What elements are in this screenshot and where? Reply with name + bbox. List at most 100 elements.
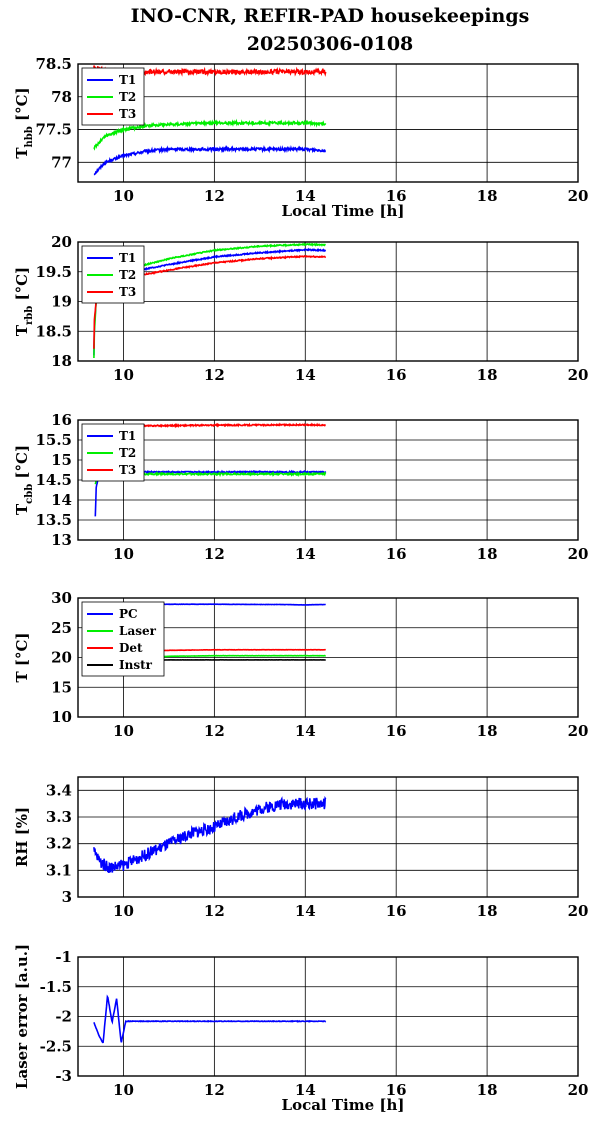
series-line-data (93, 994, 327, 1044)
y-tick-label: 14 (51, 491, 72, 509)
y-tick-label: 20 (51, 649, 72, 667)
x-tick-label: 10 (113, 545, 134, 563)
legend-label: T2 (119, 268, 136, 282)
y-tick-label: -2.5 (40, 1037, 72, 1055)
y-tick-label: 15 (51, 451, 72, 469)
legend-label: T3 (119, 285, 136, 299)
panel-3: 10 12 14 16 18 20 13 13.5 14 14.5 15 15.5 16 Tcbb [°C… (13, 411, 588, 563)
y-tick-label: 25 (51, 619, 72, 637)
y-tick-label: 78.5 (35, 55, 72, 73)
y-tick-label: 77.5 (35, 121, 72, 139)
y-tick-label: 3 (62, 888, 72, 906)
x-tick-label: 20 (568, 902, 589, 920)
x-tick-label: 18 (477, 366, 498, 384)
y-tick-label: 19.5 (35, 263, 72, 281)
x-tick-label: 12 (204, 366, 225, 384)
x-tick-label: 20 (568, 187, 589, 205)
y-tick-label: 3.1 (46, 861, 72, 879)
x-tick-label: 14 (295, 366, 316, 384)
x-tick-label: 16 (386, 187, 407, 205)
figure-title-line1: INO-CNR, REFIR-PAD housekeepings (131, 5, 530, 27)
y-tick-label: -1 (55, 948, 72, 966)
y-axis-label: Tcbb [°C] (13, 445, 35, 515)
legend-label: T1 (119, 429, 136, 443)
x-tick-label: 20 (568, 722, 589, 740)
panel-4: 10 12 14 16 18 20 10 15 20 25 30 T [°C] PC Laser Det In… (13, 589, 588, 740)
x-tick-label: 18 (477, 902, 498, 920)
y-tick-label: 19 (51, 293, 72, 311)
legend-label: T3 (119, 463, 136, 477)
y-tick-label: 20 (51, 233, 72, 251)
x-axis-label: Local Time [h] (282, 1096, 405, 1114)
y-tick-label: 3.3 (46, 808, 72, 826)
y-axis-label: Laser error [a.u.] (13, 944, 31, 1089)
y-tick-label: 18 (51, 352, 72, 370)
x-tick-label: 18 (477, 722, 498, 740)
y-tick-label: 10 (51, 708, 72, 726)
x-tick-label: 18 (477, 545, 498, 563)
y-tick-label: 30 (51, 589, 72, 607)
plot-frame (77, 419, 579, 541)
panel-2: 10 12 14 16 18 20 18 18.5 19 19.5 20 Trbb [°C] T1 T2 T… (13, 233, 588, 384)
plot-frame (77, 776, 579, 898)
y-tick-label: 18.5 (35, 322, 72, 340)
legend-label: T2 (119, 446, 136, 460)
legend-label: T3 (119, 107, 136, 121)
legend-label: T2 (119, 90, 136, 104)
y-tick-label: 15 (51, 678, 72, 696)
y-axis-label: RH [%] (13, 807, 31, 867)
y-tick-label: 14.5 (35, 471, 72, 489)
y-tick-label: 78 (51, 88, 72, 106)
x-tick-label: 14 (295, 545, 316, 563)
legend-label: T1 (119, 251, 136, 265)
x-tick-label: 14 (295, 1081, 316, 1099)
x-tick-label: 16 (386, 902, 407, 920)
legend-label: Instr (119, 658, 153, 672)
series-line-t1 (93, 144, 326, 176)
y-tick-label: 3.2 (46, 835, 72, 853)
panel-1: 10 12 14 16 18 20 77 77.5 78 78.5 Local Time [h] Th… (13, 55, 588, 220)
x-tick-label: 16 (386, 366, 407, 384)
x-tick-label: 20 (568, 1081, 589, 1099)
y-tick-label: -1.5 (40, 978, 72, 996)
x-tick-label: 10 (113, 722, 134, 740)
x-tick-label: 10 (113, 902, 134, 920)
x-tick-label: 12 (204, 545, 225, 563)
panel-5: 10 12 14 16 18 20 3 3.1 3.2 3.3 3.4 RH [%] (13, 776, 589, 920)
x-tick-label: 16 (386, 1081, 407, 1099)
x-tick-label: 14 (295, 722, 316, 740)
y-tick-label: 77 (51, 153, 72, 171)
plot-frame (77, 63, 579, 183)
plot-frame (77, 241, 579, 362)
x-tick-label: 16 (386, 722, 407, 740)
y-tick-label: 16 (51, 411, 72, 429)
x-tick-label: 12 (204, 187, 225, 205)
y-tick-label: 3.4 (46, 781, 72, 799)
y-tick-label: 15.5 (35, 431, 72, 449)
figure-title-line2: 20250306-0108 (247, 33, 414, 55)
x-tick-label: 10 (113, 1081, 134, 1099)
legend-label: T1 (119, 73, 136, 87)
panel-6: 10 12 14 16 18 20 -3 -2.5 -2 -1.5 -1 Local Time [h]… (13, 944, 588, 1114)
x-tick-label: 10 (113, 187, 134, 205)
x-tick-label: 14 (295, 902, 316, 920)
y-tick-label: -3 (55, 1067, 72, 1085)
x-tick-label: 20 (568, 366, 589, 384)
legend-label: Det (119, 641, 143, 655)
y-axis-label: T [°C] (13, 632, 31, 682)
series-line-t2 (93, 118, 327, 151)
plot-frame (77, 956, 579, 1077)
x-tick-label: 12 (204, 722, 225, 740)
series-line-data (93, 795, 327, 873)
y-tick-label: -2 (55, 1008, 72, 1026)
x-tick-label: 12 (204, 1081, 225, 1099)
x-tick-label: 12 (204, 902, 225, 920)
plot-frame (77, 597, 579, 718)
x-tick-label: 14 (295, 187, 316, 205)
x-axis-label: Local Time [h] (282, 202, 405, 220)
legend-label: PC (119, 607, 138, 621)
x-tick-label: 18 (477, 187, 498, 205)
y-axis-label: Trbb [°C] (13, 267, 35, 336)
x-tick-label: 16 (386, 545, 407, 563)
